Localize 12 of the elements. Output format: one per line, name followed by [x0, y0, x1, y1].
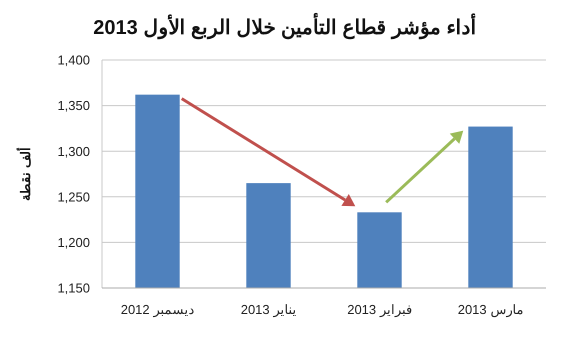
chart-title: أداء مؤشر قطاع التأمين خلال الربع الأول 2013: [93, 13, 477, 40]
y-tick-label: 1,200: [57, 234, 90, 250]
y-tick-label: 1,350: [57, 98, 90, 114]
x-tick-label: يناير 2013: [240, 302, 296, 318]
y-tick-label: 1,300: [57, 144, 90, 159]
y-tick-label: 1,400: [57, 52, 90, 68]
y-tick-label: 1,150: [57, 280, 90, 296]
x-tick-label: مارس 2013: [458, 302, 524, 318]
x-tick-label: فبراير 2013: [347, 302, 412, 318]
y-tick-label: 1,250: [57, 189, 90, 204]
x-tick-label: ديسمبر 2012: [120, 302, 194, 318]
y-axis-title: ألف نقطة: [17, 147, 33, 201]
